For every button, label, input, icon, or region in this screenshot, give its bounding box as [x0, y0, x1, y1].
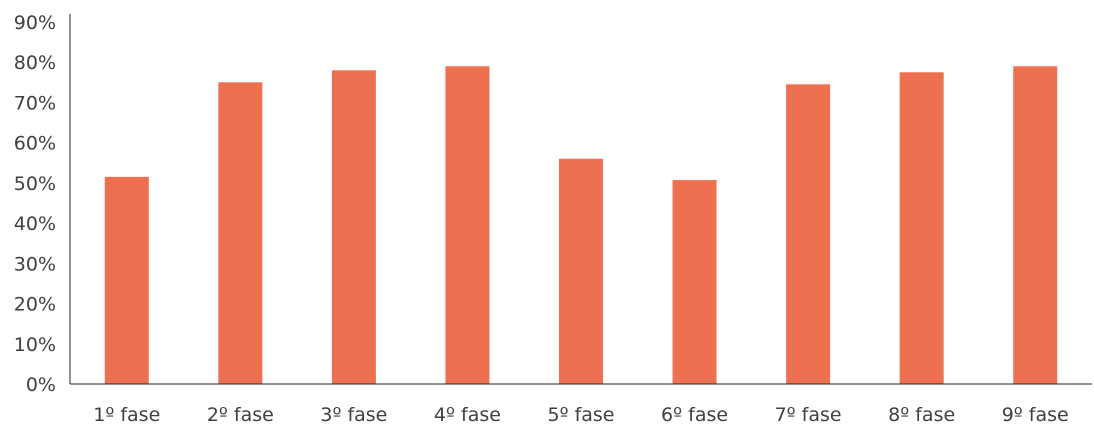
y-tick-label: 40%: [14, 213, 56, 235]
y-tick-label: 20%: [14, 294, 56, 316]
y-axis-tick-labels: 0% 10% 20% 30% 40% 50% 60% 70% 80% 90%: [14, 12, 56, 396]
bar: [559, 158, 603, 384]
x-tick-label: 8º fase: [888, 404, 955, 425]
y-tick-label: 60%: [14, 133, 56, 155]
x-tick-label: 7º fase: [775, 404, 842, 425]
x-tick-label: 1º fase: [93, 404, 160, 425]
y-tick-label: 10%: [14, 334, 56, 356]
bar: [672, 180, 717, 384]
bar: [899, 72, 944, 385]
y-tick-label: 50%: [14, 173, 56, 195]
bar: [786, 84, 831, 384]
x-tick-label: 9º fase: [1002, 404, 1069, 425]
x-tick-label: 6º fase: [661, 404, 728, 425]
bar-series: [104, 66, 1058, 385]
x-tick-label: 2º fase: [207, 404, 274, 425]
y-tick-label: 30%: [14, 253, 56, 275]
x-tick-label: 3º fase: [320, 404, 387, 425]
bar: [218, 82, 263, 384]
y-tick-label: 70%: [14, 92, 56, 114]
x-tick-label: 5º fase: [547, 404, 614, 425]
x-axis-tick-labels: 1º fase 2º fase 3º fase 4º fase 5º fase 6º fa…: [93, 404, 1068, 425]
x-tick-label: 4º fase: [434, 404, 501, 425]
bar: [1013, 66, 1058, 384]
bar: [445, 66, 490, 384]
y-tick-label: 90%: [14, 12, 56, 34]
y-tick-label: 80%: [14, 52, 56, 74]
bar: [104, 176, 149, 384]
bar: [331, 70, 376, 385]
y-tick-label: 0%: [26, 374, 56, 396]
